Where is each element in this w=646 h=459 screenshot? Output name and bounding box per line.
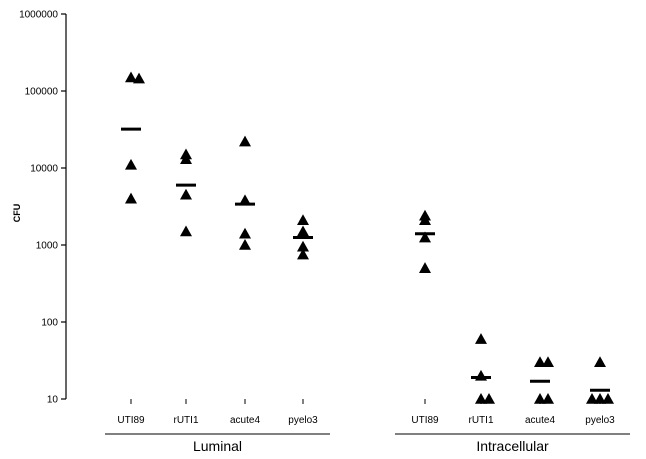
data-point-triangle [475, 393, 487, 404]
data-point-triangle [239, 194, 251, 206]
category-label: UTI89 [117, 415, 145, 426]
data-point-triangle [534, 393, 546, 404]
category-label: acute4 [230, 415, 260, 426]
y-tick-label: 10 [47, 395, 59, 406]
data-point-triangle [180, 153, 192, 165]
category-label: UTI89 [411, 415, 439, 426]
data-point-triangle [542, 356, 554, 368]
y-tick-label: 1000000 [19, 10, 58, 21]
category-group: Luminal UTI89 rUTI1 acute4 pyelo3 Intracellul… [105, 399, 630, 454]
data-point-triangle [239, 239, 251, 250]
data-point-triangle [180, 225, 192, 237]
y-axis-label: CFU [12, 204, 22, 223]
data-point-triangle [297, 240, 309, 252]
data-point-triangle [133, 72, 145, 84]
data-point-triangle [419, 262, 431, 273]
category-label: pyelo3 [288, 415, 318, 426]
data-point-triangle [602, 393, 614, 404]
data-point-triangle [297, 214, 309, 225]
data-point-triangle [534, 356, 546, 368]
data-point-triangle [594, 393, 606, 404]
data-marks [121, 71, 614, 404]
group-label: Intracellular [476, 438, 549, 454]
category-label: acute4 [525, 415, 555, 426]
category-label: pyelo3 [585, 415, 615, 426]
y-tick-label: 10000 [30, 164, 58, 175]
data-point-triangle [419, 214, 431, 225]
data-point-triangle [475, 333, 487, 344]
data-point-triangle [594, 356, 606, 368]
data-point-triangle [483, 393, 495, 404]
category-label: rUTI1 [469, 415, 494, 426]
y-tick-label: 100000 [25, 87, 59, 98]
data-point-triangle [125, 71, 137, 83]
data-point-triangle [586, 393, 598, 404]
data-point-triangle [297, 225, 309, 237]
data-point-triangle [239, 135, 251, 147]
y-tick-label: 1000 [36, 241, 59, 252]
data-point-triangle [297, 248, 309, 260]
y-tick-label: 100 [41, 318, 58, 329]
data-point-triangle [239, 227, 251, 239]
data-point-triangle [542, 393, 554, 404]
category-label: rUTI1 [174, 415, 199, 426]
data-point-triangle [419, 231, 431, 243]
group-label: Luminal [193, 438, 242, 454]
data-point-triangle [180, 188, 192, 200]
y-tick-group: 10 100 1000 10000 100000 1000000 [19, 10, 66, 406]
data-point-triangle [125, 192, 137, 204]
data-point-triangle [125, 158, 137, 170]
